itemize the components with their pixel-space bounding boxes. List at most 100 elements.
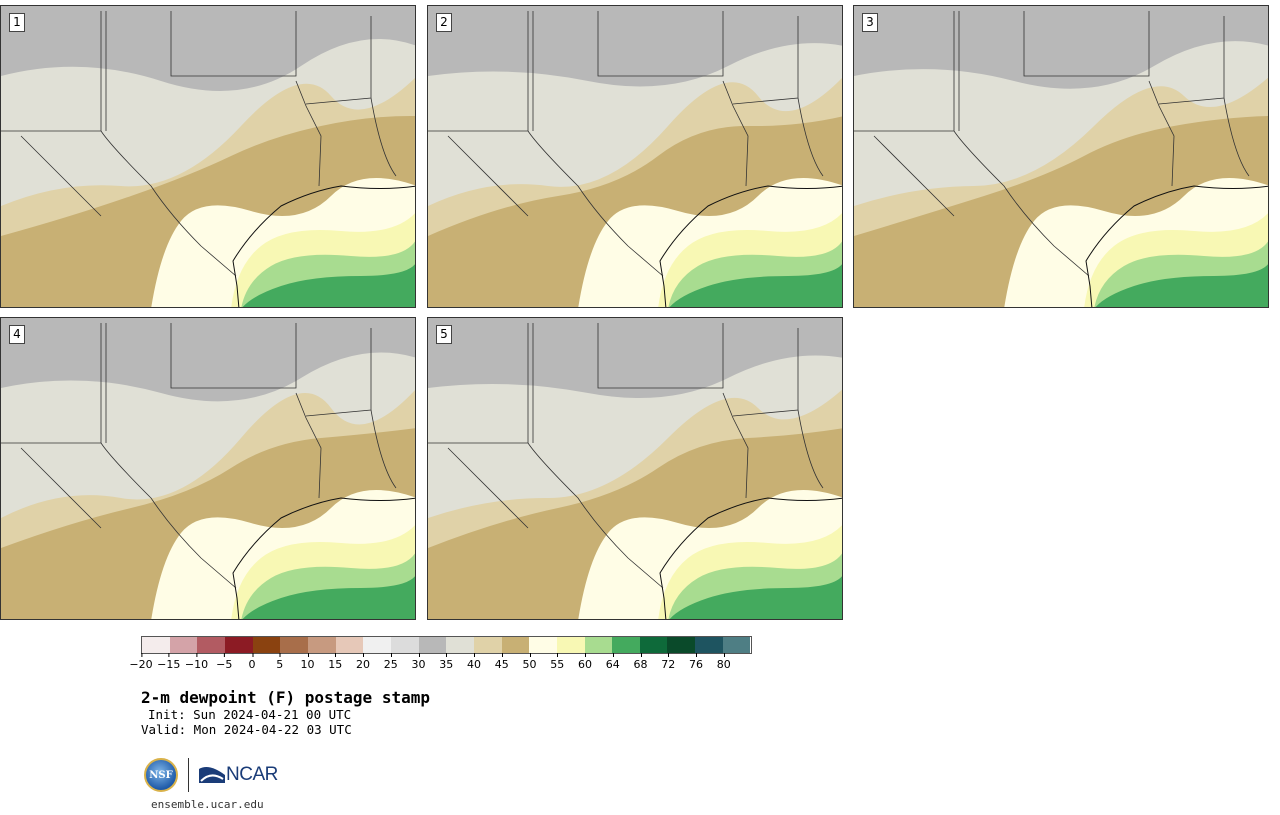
colorbar-tick: 10 <box>301 653 315 671</box>
colorbar-swatch <box>418 637 447 653</box>
colorbar-swatch <box>529 637 557 653</box>
colorbar-swatch <box>722 637 751 653</box>
init-time: Init: Sun 2024-04-21 00 UTC <box>148 707 352 722</box>
coastline <box>232 185 415 307</box>
stamp-panel-1: 1 <box>0 5 416 308</box>
state-border <box>873 135 955 217</box>
member-label: 3 <box>862 13 878 32</box>
colorbar-swatch <box>639 637 668 653</box>
colorbar-tick: 15 <box>328 653 342 671</box>
stamp-panel-5: 5 <box>427 317 843 620</box>
dewpoint-field <box>428 318 842 619</box>
colorbar-tick: 45 <box>495 653 509 671</box>
colorbar-swatch <box>307 637 336 653</box>
state-border <box>1223 97 1250 177</box>
ncar-logo: NCAR <box>199 764 278 786</box>
colorbar-swatch <box>335 637 364 653</box>
state-border <box>447 135 529 217</box>
state-border <box>100 130 237 277</box>
coastline <box>659 185 842 307</box>
state-border <box>527 442 664 589</box>
dewpoint-field <box>1 318 415 619</box>
colorbar-tick: −10 <box>185 653 208 671</box>
state-border <box>370 97 397 177</box>
stamp-panel-4: 4 <box>0 317 416 620</box>
field-contour <box>242 576 415 619</box>
logos: NSF NCAR <box>144 757 278 793</box>
colorbar-tick: −5 <box>216 653 232 671</box>
nsf-logo-text: NSF <box>149 769 173 781</box>
state-border <box>20 447 102 529</box>
site-url: ensemble.ucar.edu <box>151 798 264 811</box>
colorbar-tick: 50 <box>523 653 537 671</box>
state-border <box>295 80 322 187</box>
member-label: 1 <box>9 13 25 32</box>
colorbar-swatch <box>473 637 502 653</box>
state-border <box>958 11 1150 131</box>
colorbar-ticks: −20 −15 −10 −5 0 5 10 15 20 25 30 35 40 45 50 55 60 64 68 7… <box>129 653 761 674</box>
colorbar-swatch <box>612 637 640 653</box>
state-border <box>1148 80 1175 187</box>
colorbar-tick: 68 <box>634 653 648 671</box>
colorbar-swatch <box>667 637 696 653</box>
field-contour <box>1095 264 1268 307</box>
ncar-logo-text: NCAR <box>226 764 278 785</box>
colorbar-tick: 55 <box>550 653 564 671</box>
colorbar-swatch <box>252 637 281 653</box>
coastline <box>659 497 842 619</box>
field-contour <box>669 576 842 619</box>
colorbar-swatch <box>197 637 225 653</box>
colorbar-tick: 64 <box>606 653 620 671</box>
coastline <box>1085 185 1268 307</box>
stamp-panel-3: 3 <box>853 5 1269 308</box>
page-title: 2-m dewpoint (F) postage stamp <box>141 688 430 707</box>
state-border <box>797 97 824 177</box>
colorbar-tick: 5 <box>276 653 283 671</box>
ncar-swoosh-icon <box>199 767 225 783</box>
colorbar-swatch <box>390 637 419 653</box>
colorbar-swatch <box>142 637 170 653</box>
colorbar-tick: 80 <box>717 653 731 671</box>
state-border <box>105 11 297 131</box>
state-border <box>447 447 529 529</box>
state-border <box>370 409 397 489</box>
colorbar-swatch <box>446 637 474 653</box>
stamp-panel-2: 2 <box>427 5 843 308</box>
state-border <box>722 392 749 499</box>
state-border <box>722 80 749 187</box>
member-label: 4 <box>9 325 25 344</box>
colorbar <box>141 636 752 654</box>
state-border <box>295 392 322 499</box>
colorbar-swatch <box>224 637 253 653</box>
state-border <box>532 11 724 131</box>
colorbar-tick: 35 <box>439 653 453 671</box>
state-border <box>105 323 297 443</box>
colorbar-tick: 60 <box>578 653 592 671</box>
member-label: 2 <box>436 13 452 32</box>
valid-time: Valid: Mon 2024-04-22 03 UTC <box>141 722 352 737</box>
state-border <box>953 130 1090 277</box>
colorbar-swatch <box>695 637 723 653</box>
state-border <box>100 442 237 589</box>
colorbar-tick: 30 <box>412 653 426 671</box>
colorbar-tick: −20 <box>129 653 153 671</box>
dewpoint-field <box>1 6 415 307</box>
colorbar-swatch <box>556 637 585 653</box>
coastline <box>232 497 415 619</box>
colorbar-tick: −15 <box>157 653 180 671</box>
colorbar-swatch <box>169 637 198 653</box>
logo-divider <box>188 758 189 792</box>
colorbar-swatch <box>501 637 530 653</box>
colorbar-swatch <box>280 637 308 653</box>
colorbar-tick: 20 <box>356 653 370 671</box>
colorbar-swatch <box>363 637 391 653</box>
dewpoint-field <box>428 6 842 307</box>
colorbar-tick: 76 <box>689 653 703 671</box>
state-border <box>20 135 102 217</box>
field-contour <box>669 264 842 307</box>
state-border <box>532 323 724 443</box>
member-label: 5 <box>436 325 452 344</box>
colorbar-swatch <box>584 637 613 653</box>
dewpoint-field <box>854 6 1268 307</box>
state-border <box>797 409 824 489</box>
